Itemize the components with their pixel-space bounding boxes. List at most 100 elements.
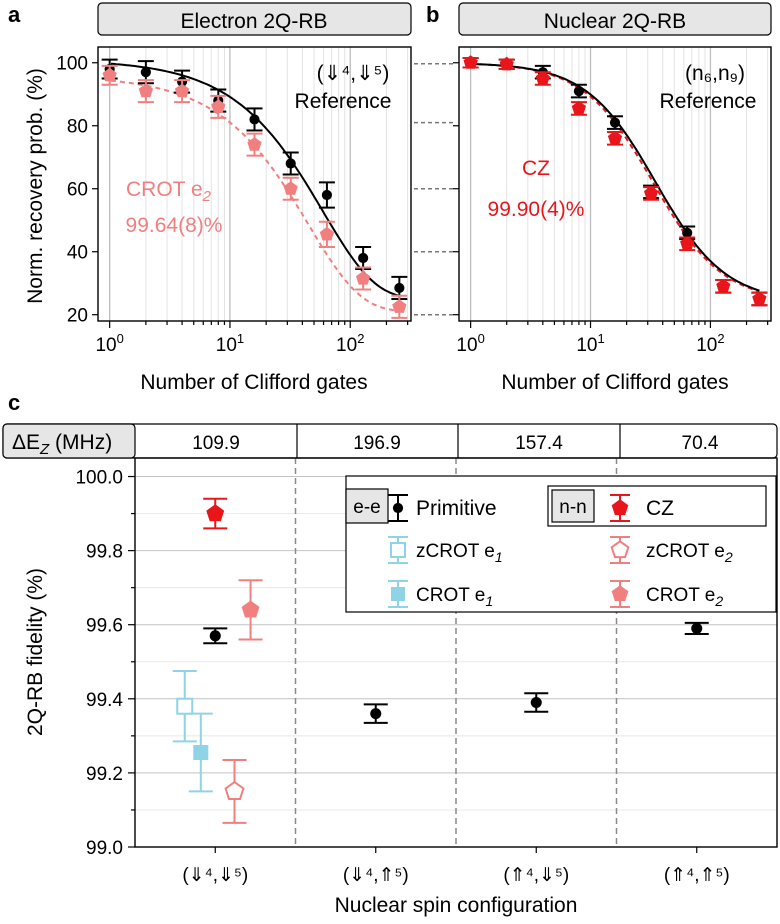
x-tick-exp: 2	[717, 331, 724, 346]
legend-ee-tag-box	[345, 488, 389, 524]
y-tick-label: 99.4	[86, 690, 123, 711]
dez-value-4: 70.4	[682, 433, 719, 454]
x-tick-label: 101	[576, 331, 604, 356]
y-tick-label: 40	[67, 243, 88, 264]
legend-ee-tag: e-e	[353, 497, 380, 518]
panel-b-data-points	[462, 55, 768, 307]
panel-c-frame	[134, 457, 778, 848]
legend-zcrot-e1-label: zCROT e1	[416, 541, 503, 565]
y-tick-label: 99.6	[86, 616, 123, 637]
panel-a-gate-label: CROT e2	[126, 178, 212, 205]
panel-b-axes: 100 101 102	[453, 62, 769, 356]
data-point-crot-e2	[283, 181, 298, 195]
dez-value-2: 196.9	[353, 433, 401, 454]
y-tick-label: 80	[67, 117, 88, 138]
x-tick-exp: 0	[117, 331, 124, 346]
x-tick-label: 100	[95, 331, 123, 356]
x-tick-exp: 1	[237, 331, 244, 346]
x-tick-label: 102	[696, 331, 724, 356]
panel-a-xlabel: Number of Clifford gates	[140, 371, 367, 394]
legend-primitive-label: Primitive	[416, 497, 497, 520]
x-tick-label: (⇓⁴,⇑⁵)	[343, 865, 409, 886]
legend-crot-e1-symbol	[391, 587, 405, 601]
panel-c-axes: 99.0 99.2 99.4 99.6 99.8 100.0 (⇓⁴,⇓⁵) (⇓⁴,⇑⁵) (…	[75, 468, 729, 886]
panel-a-strip	[97, 2, 412, 36]
data-point-primitive	[370, 708, 382, 720]
x-tick-exp: 2	[357, 331, 364, 346]
data-point-reference	[358, 252, 369, 264]
panel-b-reference-label: Reference	[660, 90, 757, 113]
legend-crot-e1-label: CROT e1	[416, 585, 493, 609]
panel-b-xlabel: Number of Clifford gates	[501, 371, 728, 394]
panel-a-ylabel: Norm. recovery prob. (%)	[24, 68, 47, 304]
legend-crot-e2-label: CROT e2	[646, 585, 723, 609]
data-point-crot-e2	[174, 83, 190, 98]
legend-nn: n-n CZ	[547, 485, 767, 527]
data-point-primitive	[530, 696, 542, 709]
data-point-cz	[535, 71, 550, 85]
legend-nn-symbols	[610, 494, 630, 522]
legend-nn-tag-box	[551, 489, 595, 523]
data-point-crot-e2	[356, 271, 371, 285]
data-point-crot-e2	[241, 600, 260, 618]
data-point-primitive	[209, 630, 221, 642]
panel-c: ΔEZ (MHz) 109.9 196.9 157.4 70.4 99.099.…	[2, 423, 778, 917]
data-point-crot-e2	[392, 299, 407, 313]
panel-b-strip-title: Nuclear 2Q-RB	[544, 10, 686, 33]
data-point-crot-e2	[102, 67, 117, 82]
data-point-reference	[609, 117, 621, 128]
data-point-crot-e2	[247, 137, 262, 151]
panel-letter-b: b	[426, 2, 439, 27]
data-point-cz	[463, 55, 478, 69]
y-tick-label: 99.2	[86, 764, 123, 785]
data-point-cz	[499, 56, 514, 71]
data-point-cz	[644, 185, 659, 200]
panel-c-data-points	[172, 497, 709, 824]
data-point-reference	[573, 85, 585, 97]
y-tick-label: 100.0	[75, 468, 123, 489]
data-point-reference	[140, 67, 151, 78]
x-tick-label: (⇓⁴,⇓⁵)	[182, 865, 248, 886]
panel-b-gate-fidelity: 99.90(4)%	[488, 198, 585, 221]
data-point-crot-e2	[138, 83, 153, 98]
legend-primitive-symbol	[392, 502, 404, 514]
data-point-crot-e2	[211, 99, 226, 113]
legend-zcrot-e1-symbol	[390, 542, 406, 558]
legend-ee-symbols	[388, 494, 630, 608]
data-point-cz	[571, 100, 586, 115]
panel-a-gate-fidelity: 99.64(8)%	[126, 214, 223, 237]
panel-b-reference-config: (n₆,n₉)	[685, 62, 745, 85]
data-point-reference	[249, 114, 260, 125]
x-tick-label: 102	[336, 331, 364, 356]
legend-nn-tag: n-n	[559, 497, 586, 518]
legend-cz-label: CZ	[646, 497, 674, 520]
dez-value-3: 157.4	[515, 433, 563, 454]
data-point-crot-e2	[319, 226, 335, 241]
panel-b-gate-label: CZ	[522, 157, 550, 180]
data-point-reference	[285, 158, 296, 169]
panel-a-data-points	[101, 58, 408, 319]
y-tick-label: 100	[56, 54, 88, 75]
panel-letter-a: a	[8, 2, 21, 27]
y-tick-label: 99.0	[86, 838, 123, 859]
legend-crot-e2-symbol	[611, 585, 629, 602]
x-tick-label: (⇑⁴,⇑⁵)	[664, 865, 730, 886]
data-point-zcrot-e1	[176, 697, 194, 715]
data-point-reference	[682, 227, 693, 238]
data-point-cz	[206, 504, 225, 522]
panel-ab-connectors	[414, 62, 456, 316]
legend-zcrot-e2-symbol	[610, 540, 630, 559]
panel-c-xlabel: Nuclear spin configuration	[335, 894, 578, 917]
data-point-zcrot-e2	[224, 780, 245, 800]
x-tick-exp: 1	[597, 331, 604, 346]
data-point-reference	[394, 282, 405, 294]
x-tick-label: (⇑⁴,⇓⁵)	[503, 865, 569, 886]
x-tick-label: 101	[216, 331, 244, 356]
panel-c-ylabel: 2Q-RB fidelity (%)	[24, 568, 47, 736]
panel-a-strip-title: Electron 2Q-RB	[180, 10, 327, 33]
dez-label: ΔEZ (MHz)	[12, 431, 112, 458]
y-tick-label: 99.8	[86, 542, 123, 563]
